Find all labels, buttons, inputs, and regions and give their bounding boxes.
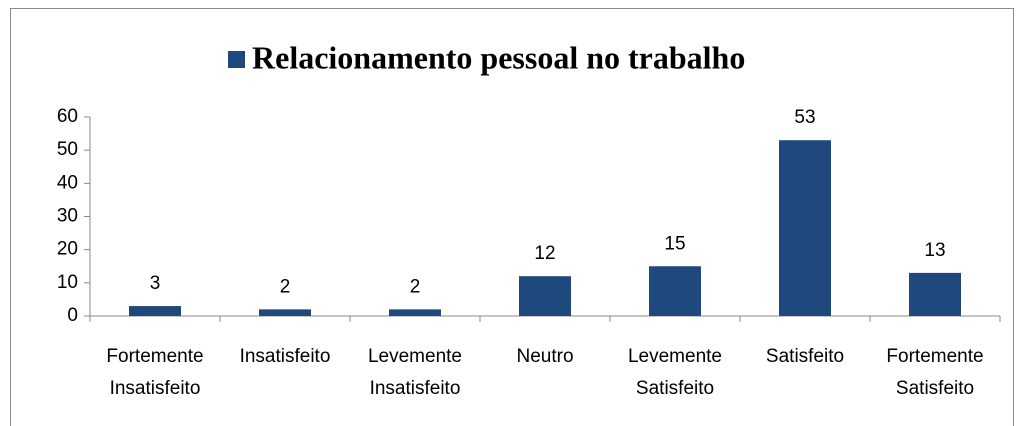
data-label: 2 — [280, 276, 291, 297]
y-tick-label: 40 — [57, 172, 78, 193]
x-tick-label: Fortemente Satisfeito — [886, 346, 984, 399]
x-tick-label: Levemente Satisfeito — [627, 346, 722, 399]
data-label: 53 — [794, 107, 815, 128]
bar — [389, 309, 441, 316]
y-tick-label: 50 — [57, 139, 78, 160]
y-tick-label: 10 — [57, 272, 78, 293]
x-tick-label: Fortemente Insatisfeito — [106, 346, 204, 399]
chart-border — [10, 8, 1014, 426]
bar — [519, 276, 571, 316]
y-tick-label: 30 — [57, 206, 78, 227]
x-tick-label: Levemente Insatisfeito — [367, 346, 462, 399]
bar — [909, 272, 961, 316]
x-tick-label: Insatisfeito — [239, 346, 331, 367]
data-label: 12 — [534, 243, 555, 264]
bar — [259, 309, 311, 316]
x-tick-label: Satisfeito — [765, 346, 845, 367]
legend-text: Relacionamento pessoal no trabalho — [252, 39, 745, 75]
y-tick-label: 20 — [57, 239, 78, 260]
y-tick-label: 60 — [57, 106, 78, 127]
y-tick-label: 0 — [67, 305, 78, 326]
legend-swatch — [228, 51, 245, 68]
data-label: 3 — [150, 273, 161, 294]
x-tick-label: Neutro — [516, 346, 574, 367]
bar — [649, 266, 701, 316]
bar — [129, 306, 181, 316]
data-label: 15 — [664, 233, 685, 254]
data-label: 2 — [410, 276, 421, 297]
bar — [779, 140, 831, 316]
data-label: 13 — [924, 240, 945, 261]
